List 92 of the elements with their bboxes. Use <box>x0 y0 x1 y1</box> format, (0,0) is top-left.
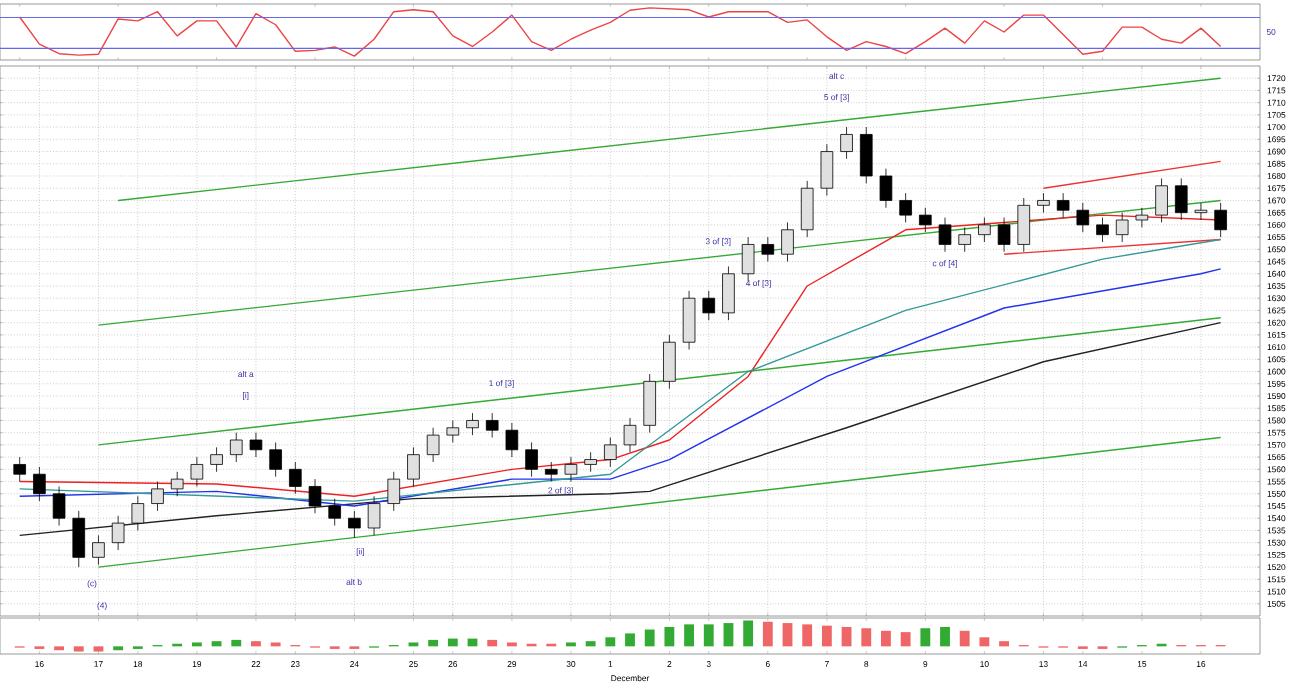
candlestick <box>170 471 184 497</box>
candlestick <box>722 266 735 321</box>
candlestick <box>800 180 814 238</box>
candlestick <box>308 478 322 514</box>
candlestick <box>643 373 656 434</box>
candlestick <box>682 290 696 350</box>
candlestick <box>544 461 558 482</box>
candlestick <box>623 417 637 453</box>
candlestick <box>367 495 381 536</box>
candlestick <box>1214 202 1227 238</box>
candlestick <box>505 422 519 458</box>
bar <box>743 620 754 647</box>
candlestick <box>604 437 617 468</box>
bar <box>625 633 635 647</box>
candlestick <box>702 290 716 321</box>
candlestick <box>958 226 971 253</box>
candlestick <box>328 498 341 526</box>
candlestick <box>269 442 282 478</box>
candlestick <box>1056 192 1070 218</box>
bar <box>841 626 852 647</box>
bar <box>644 629 655 647</box>
bar <box>881 630 891 647</box>
bar <box>428 639 439 647</box>
candlestick <box>997 217 1011 253</box>
bar <box>585 641 596 647</box>
bar <box>447 638 458 647</box>
candlestick <box>131 495 145 531</box>
bar <box>703 624 714 647</box>
candlestick <box>525 442 538 478</box>
candlestick <box>151 481 164 512</box>
bar <box>959 630 970 647</box>
bar <box>979 637 990 647</box>
candlestick <box>741 236 755 282</box>
candlestick <box>72 510 86 568</box>
candlestick <box>387 471 401 512</box>
bar <box>802 624 813 647</box>
candlestick <box>584 451 597 473</box>
candlestick <box>978 217 991 243</box>
candlestick <box>407 446 420 487</box>
candlestick <box>249 432 263 458</box>
candlestick <box>446 420 460 443</box>
candlestick <box>210 446 223 473</box>
candlestick <box>485 412 499 438</box>
bar <box>487 639 498 647</box>
bar <box>231 639 242 647</box>
candlestick <box>190 456 204 487</box>
bar <box>861 628 872 647</box>
candlestick <box>1174 178 1188 221</box>
candlestick <box>820 143 834 196</box>
bar <box>605 637 616 647</box>
bar <box>762 621 773 647</box>
bar <box>684 624 694 647</box>
candlestick <box>761 236 775 262</box>
candlestick <box>229 432 243 463</box>
candlestick <box>289 461 302 495</box>
candlestick <box>1135 207 1149 228</box>
candlestick <box>919 207 932 233</box>
bar <box>251 641 261 647</box>
candlestick <box>1096 217 1109 243</box>
candlestick <box>92 534 105 566</box>
candlestick <box>879 168 893 209</box>
bar <box>93 646 104 652</box>
candlestick <box>13 456 26 482</box>
candlestick <box>840 126 853 160</box>
bar <box>821 625 832 647</box>
candlestick <box>1076 202 1090 233</box>
bar <box>664 626 675 647</box>
candlestick <box>938 217 952 253</box>
candlestick <box>52 486 66 526</box>
candlestick <box>1037 192 1050 214</box>
candlestick <box>111 515 125 551</box>
bar <box>723 623 734 647</box>
bar <box>900 632 911 647</box>
candlestick <box>899 192 912 223</box>
line-series <box>19 321 1222 537</box>
candlestick <box>781 222 794 262</box>
candlestick <box>663 334 676 390</box>
bar <box>920 628 931 647</box>
candlestick <box>564 456 578 482</box>
candlestick <box>1017 197 1031 253</box>
bar <box>782 623 793 647</box>
bar <box>940 626 950 647</box>
candlestick <box>859 126 873 184</box>
bar <box>999 641 1009 647</box>
candlestick <box>426 427 440 463</box>
candlestick <box>1115 212 1129 243</box>
bar <box>73 646 84 652</box>
candlestick <box>466 412 479 436</box>
candlestick <box>33 466 46 502</box>
candlestick <box>1155 178 1168 223</box>
candlestick <box>1194 202 1208 221</box>
candlestick <box>348 510 361 539</box>
